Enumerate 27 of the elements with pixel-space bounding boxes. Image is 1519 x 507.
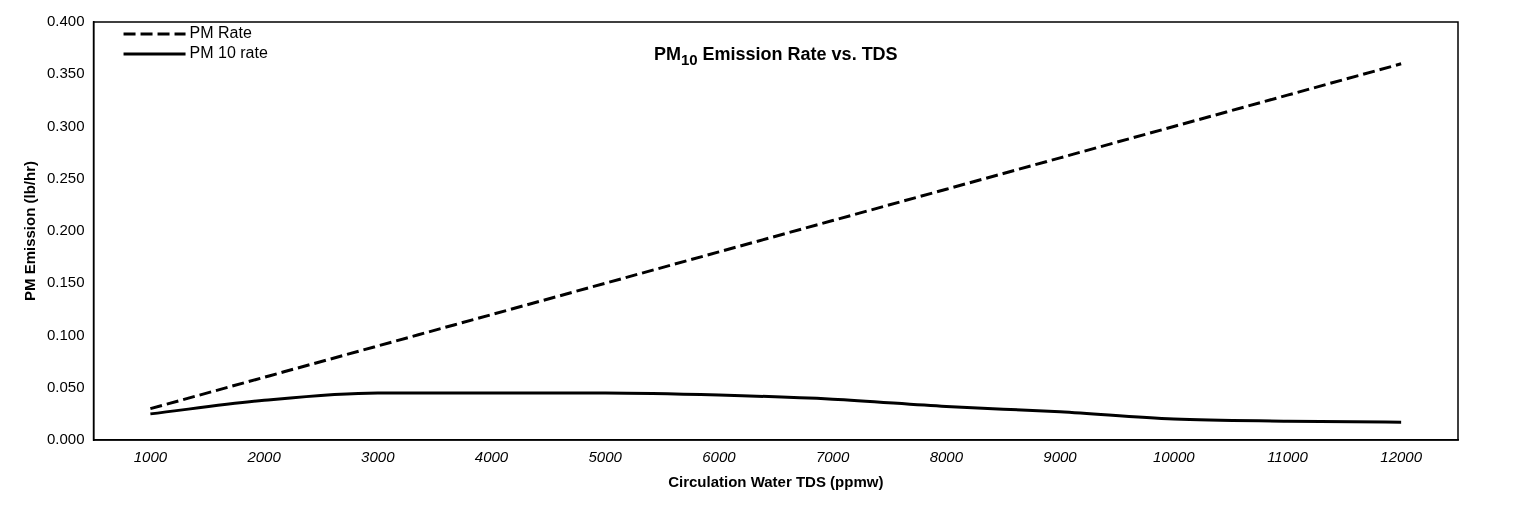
x-axis-title: Circulation Water TDS (ppmw) (668, 473, 884, 491)
y-tick-label: 0.400 (46, 12, 85, 30)
y-tick-label: 0.050 (46, 377, 85, 395)
x-tick-label: 11000 (1267, 448, 1309, 466)
y-tick-label: 0.200 (46, 221, 85, 239)
y-tick-label: 0.300 (46, 116, 85, 134)
x-tick-label: 8000 (929, 448, 964, 466)
x-tick-label: 1000 (133, 448, 168, 466)
x-tick-label: 5000 (588, 448, 623, 466)
y-tick-label: 0.100 (46, 325, 85, 343)
y-tick-label: 0.350 (46, 64, 85, 82)
y-tick-label: 0.250 (46, 168, 85, 186)
x-tick-label: 6000 (702, 448, 737, 466)
x-tick-label: 10000 (1152, 448, 1196, 466)
y-tick-label: 0.000 (46, 430, 85, 448)
legend-label: PM Rate (189, 24, 252, 42)
y-axis-title: PM Emission (lb/hr) (21, 160, 39, 302)
x-tick-label: 4000 (474, 448, 509, 466)
text: PM$_{10}$ Emission Rate vs. TDS (653, 44, 898, 68)
x-tick-label: 3000 (361, 448, 396, 466)
legend-label: PM 10 rate (189, 44, 268, 62)
x-tick-label: 12000 (1380, 448, 1423, 466)
line-series (148, 391, 1403, 424)
x-tick-label: 9000 (1043, 448, 1078, 466)
y-tick-label: 0.150 (46, 273, 85, 291)
x-tick-label: 2000 (246, 448, 282, 466)
x-tick-label: 7000 (815, 448, 850, 466)
